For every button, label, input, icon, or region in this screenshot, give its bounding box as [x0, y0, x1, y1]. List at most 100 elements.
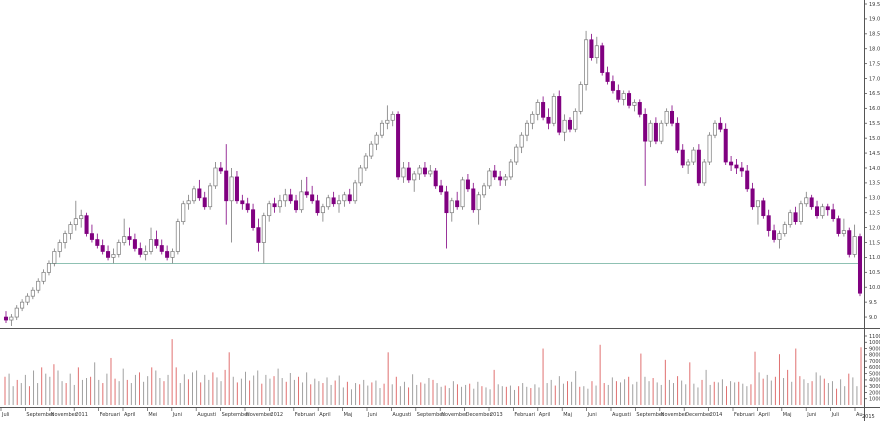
price-tick-label: 14.0	[869, 166, 880, 172]
price-tick-label: 13.5	[869, 181, 880, 187]
x-tick-label: Mei	[148, 412, 157, 418]
candle	[734, 159, 739, 174]
price-axis: 9.0 9.5 10.0 10.5 11.0 11.5 12.0 12.5 13.0 13.5 14…	[864, 0, 880, 421]
candle	[433, 167, 438, 189]
candle	[234, 170, 239, 204]
x-tick-label: Juni	[587, 412, 597, 418]
candle	[396, 111, 401, 180]
candle-body	[627, 93, 632, 106]
candle	[159, 239, 164, 255]
candle-body	[79, 215, 84, 220]
x-tick-label: Maj	[344, 412, 353, 418]
candle	[616, 84, 621, 103]
x-tick-label: December	[466, 412, 493, 418]
candle	[412, 170, 417, 192]
candle	[379, 120, 384, 139]
candle-body	[143, 251, 148, 255]
candle	[675, 117, 680, 154]
candle	[702, 159, 707, 186]
candle	[143, 245, 148, 261]
candle-body	[353, 182, 358, 202]
candle-body	[702, 161, 707, 184]
x-tick-label: December	[685, 412, 712, 418]
candle-body	[772, 230, 777, 240]
candle-body	[401, 167, 406, 178]
candle	[691, 147, 696, 165]
volume-tick-label: 2000	[869, 390, 880, 396]
candle-body	[159, 245, 164, 252]
candle	[401, 162, 406, 183]
candle	[482, 182, 487, 198]
candle	[229, 167, 234, 243]
volume-axis: 1000200030004000500060007000800090001000…	[864, 334, 880, 403]
candle-body	[272, 203, 277, 208]
candle-body	[202, 197, 207, 208]
price-tick-label: 11.5	[869, 240, 880, 246]
x-tick-label: Juni	[172, 412, 182, 418]
candle-body	[374, 134, 379, 145]
candle	[191, 185, 197, 204]
candle-body	[385, 119, 390, 124]
candle	[498, 170, 503, 186]
candle-body	[718, 122, 723, 130]
candle	[202, 191, 207, 210]
candle	[428, 165, 433, 177]
price-tick-label: 13.0	[869, 196, 880, 202]
candle	[272, 197, 277, 213]
candle	[847, 227, 852, 258]
candle-body	[106, 251, 111, 258]
price-tick-label: 14.5	[869, 151, 880, 157]
candle	[406, 162, 411, 183]
candle-body	[229, 176, 234, 202]
candle	[766, 209, 771, 237]
candle	[632, 99, 637, 112]
candle-body	[541, 102, 546, 118]
candle-body	[584, 39, 589, 85]
candle	[277, 194, 282, 213]
x-tick-label: Juli	[831, 412, 839, 418]
candle-body	[396, 113, 401, 178]
x-tick-label: Maj	[563, 412, 572, 418]
candle	[283, 188, 288, 207]
year-footer-label: 2015	[862, 414, 875, 420]
candle-body	[578, 84, 583, 112]
candle	[820, 203, 825, 219]
x-tick-label: Februari	[734, 412, 755, 418]
candle-body	[755, 200, 760, 208]
candle-body	[277, 200, 282, 208]
candle-body	[9, 316, 14, 321]
candle-body	[841, 230, 846, 234]
candle-body	[723, 128, 728, 163]
candle-body	[369, 143, 374, 157]
price-tick-label: 15.5	[869, 121, 880, 127]
candle-body	[428, 170, 433, 175]
candle	[573, 108, 578, 133]
candle	[310, 185, 315, 204]
candle-body	[363, 155, 368, 169]
candle-body	[535, 102, 540, 115]
candle-body	[213, 167, 218, 187]
candle	[224, 144, 229, 225]
candle-body	[256, 227, 261, 243]
candle-body	[154, 239, 159, 246]
candle	[358, 165, 363, 186]
x-tick-label: 2013	[490, 412, 503, 418]
price-tick-label: 18.5	[869, 32, 880, 38]
price-tick-label: 18.0	[869, 47, 880, 53]
candle	[138, 242, 143, 258]
candle	[68, 221, 73, 240]
candle-body	[857, 236, 863, 294]
candle-body	[707, 134, 712, 163]
candle-body	[336, 200, 342, 205]
candle-body	[149, 239, 154, 252]
candle-body	[804, 197, 809, 205]
candle	[476, 191, 481, 225]
candle	[465, 173, 470, 192]
candle-body	[664, 110, 669, 124]
candle	[197, 179, 202, 201]
candle-body	[610, 81, 615, 91]
candle	[750, 182, 755, 210]
candle	[149, 227, 154, 255]
